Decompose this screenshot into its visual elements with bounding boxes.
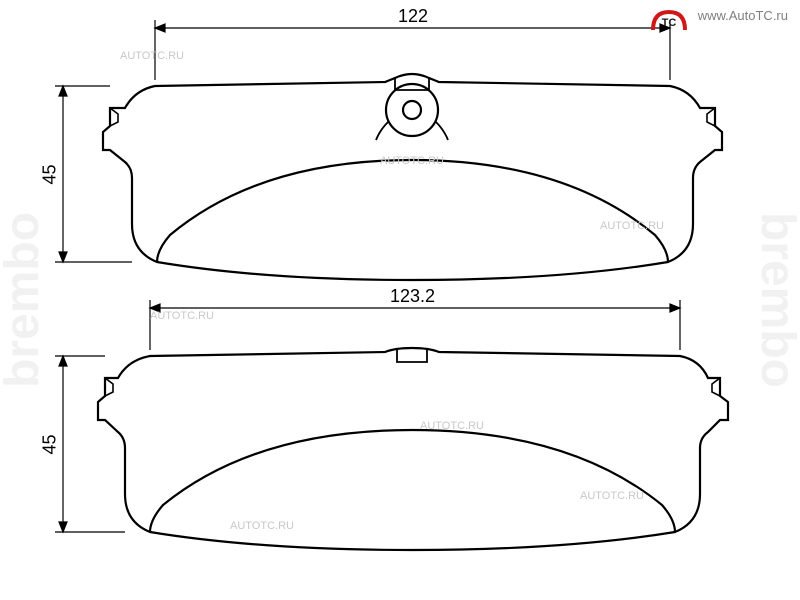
brembo-watermark-left: brembo — [0, 212, 49, 388]
watermark-text: AUTOTC.RU — [580, 490, 644, 502]
watermark-text: AUTOTC.RU — [600, 220, 664, 232]
watermark-text: AUTOTC.RU — [420, 420, 484, 432]
diagram-canvas: brembo brembo — [0, 0, 800, 600]
dim-bottom-height — [55, 356, 125, 532]
site-logo: TC — [650, 6, 688, 34]
dim-label-top-width: 122 — [398, 6, 428, 27]
website-url: www.AutoTC.ru — [698, 8, 788, 23]
brembo-watermark-right: brembo — [751, 212, 800, 388]
watermark-text: AUTOTC.RU — [120, 50, 184, 62]
dim-top-width — [155, 20, 670, 80]
dim-bottom-width — [150, 300, 680, 350]
top-brake-pad — [103, 74, 722, 280]
bottom-brake-pad — [98, 348, 728, 550]
watermark-text: AUTOTC.RU — [230, 520, 294, 532]
dim-top-height — [55, 86, 132, 262]
dim-label-bottom-width: 123.2 — [390, 286, 435, 307]
svg-text:TC: TC — [662, 17, 677, 29]
watermark-text: AUTOTC.RU — [380, 155, 444, 167]
dim-label-bottom-height: 45 — [40, 434, 61, 454]
dim-label-top-height: 45 — [40, 164, 61, 184]
watermark-text: AUTOTC.RU — [150, 310, 214, 322]
